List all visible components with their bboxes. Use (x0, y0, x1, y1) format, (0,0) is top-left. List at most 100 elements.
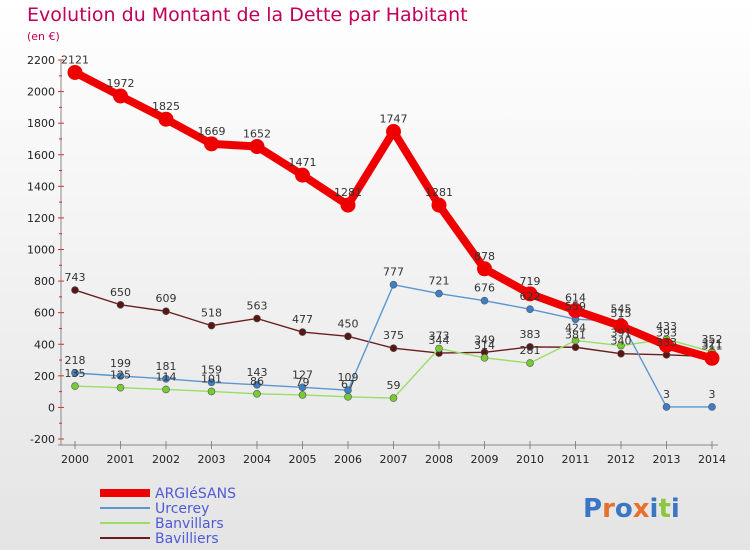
data-point (344, 393, 352, 401)
data-label: 450 (338, 317, 359, 330)
x-tick-label: 2014 (698, 453, 726, 466)
data-label: 314 (474, 339, 495, 352)
data-point (253, 314, 261, 323)
data-point (162, 307, 170, 316)
data-label: 159 (201, 363, 222, 376)
data-point (295, 167, 310, 183)
y-tick-label: 1600 (27, 149, 55, 162)
data-label: 218 (65, 354, 86, 367)
data-point (662, 403, 671, 411)
legend-label: Banvillars (155, 516, 224, 532)
legend-label: ARGIéSANS (155, 486, 236, 502)
data-point (298, 391, 307, 399)
data-point (568, 302, 583, 318)
data-point (522, 286, 538, 302)
data-point (389, 280, 398, 289)
x-tick-label: 2002 (152, 453, 180, 466)
data-label: 1972 (107, 77, 135, 90)
data-label: 375 (383, 329, 404, 342)
data-label: 721 (429, 275, 450, 288)
data-point (207, 387, 216, 396)
data-label: 281 (520, 344, 541, 357)
data-label: 477 (292, 313, 313, 326)
data-point (480, 296, 489, 305)
data-point (571, 336, 580, 345)
data-point (207, 321, 216, 330)
data-label: 1747 (380, 113, 408, 126)
data-point (477, 261, 492, 277)
data-label: 1669 (198, 125, 226, 138)
data-label: 321 (702, 338, 723, 351)
data-point (253, 390, 261, 398)
logo-letter: i (671, 494, 680, 524)
data-label: 383 (520, 328, 541, 341)
data-point (207, 378, 216, 387)
data-point (344, 332, 352, 341)
data-label: 67 (341, 378, 355, 391)
x-tick-label: 2012 (607, 453, 635, 466)
data-label: 127 (292, 368, 313, 381)
data-point (704, 350, 720, 366)
data-label: 743 (65, 271, 86, 284)
data-label: 1471 (289, 156, 317, 169)
data-point (386, 124, 401, 140)
x-tick-label: 2001 (107, 453, 135, 466)
data-label: 676 (474, 282, 495, 295)
data-point (162, 385, 170, 394)
data-point (617, 349, 625, 358)
data-label: 424 (565, 321, 586, 334)
data-label: 86 (250, 375, 264, 388)
data-label: 650 (110, 286, 131, 299)
data-label: 114 (156, 370, 177, 383)
data-point (116, 372, 125, 380)
data-label: 1825 (152, 100, 180, 113)
data-point (298, 383, 307, 392)
data-label: 181 (156, 360, 177, 373)
logo-letter: r (602, 494, 615, 524)
x-tick-label: 2009 (471, 453, 499, 466)
y-tick-label: 1200 (27, 212, 55, 225)
data-point (298, 328, 307, 336)
data-label: 609 (156, 292, 177, 305)
data-point (67, 64, 83, 80)
y-tick-label: 200 (34, 370, 55, 383)
y-tick-label: 800 (34, 275, 55, 288)
data-label: 878 (474, 250, 495, 263)
data-label: 135 (65, 367, 86, 380)
y-tick-label: 1400 (27, 180, 55, 193)
data-point (435, 344, 443, 353)
y-tick-label: 2000 (27, 86, 55, 99)
data-point (708, 403, 716, 411)
chart-title: Evolution du Montant de la Dette par Hab… (27, 4, 468, 26)
x-tick-label: 2004 (243, 453, 271, 466)
data-label: 59 (387, 379, 401, 392)
y-tick-label: 2200 (27, 54, 55, 67)
data-label: 545 (611, 302, 632, 315)
y-tick-label: 1800 (27, 117, 55, 130)
data-label: 333 (656, 336, 677, 349)
data-point (249, 139, 265, 155)
data-label: 433 (656, 320, 677, 333)
data-point (617, 341, 625, 350)
data-label: 1652 (243, 128, 271, 141)
logo-letter: P (583, 494, 602, 524)
x-tick-label: 2007 (380, 453, 408, 466)
data-point (71, 369, 79, 377)
logo-letter: o (615, 494, 633, 524)
data-label: 515 (611, 307, 632, 320)
data-label: 518 (201, 307, 222, 320)
data-point (480, 354, 489, 362)
data-label: 101 (201, 372, 222, 385)
logo-letter: x (633, 494, 650, 524)
x-tick-label: 2000 (61, 453, 89, 466)
data-label: 109 (338, 371, 359, 384)
data-label: 393 (656, 326, 677, 339)
logo-letter: i (650, 494, 659, 524)
data-point (431, 197, 447, 213)
data-label: 563 (247, 300, 268, 313)
data-point (389, 394, 398, 402)
x-tick-label: 2011 (562, 453, 590, 466)
data-point (435, 289, 443, 298)
data-label: 1281 (334, 186, 362, 199)
data-point (116, 383, 125, 392)
